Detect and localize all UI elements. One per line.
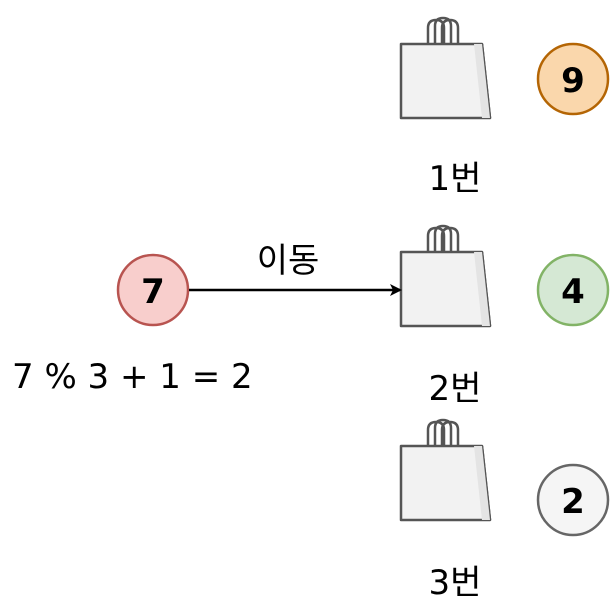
bag-3-label: 3번 <box>429 563 482 603</box>
bag-3-ball <box>536 463 610 537</box>
shopping-bag-icon <box>399 418 492 522</box>
bag-2-ball-value: 4 <box>561 272 585 312</box>
arrow-label: 이동 <box>257 241 320 281</box>
bag-1-ball <box>536 42 610 116</box>
bag-1 <box>399 16 492 120</box>
shopping-bag-icon <box>399 16 492 120</box>
bag-3 <box>399 418 492 522</box>
bag-1-ball-value: 9 <box>561 61 585 101</box>
bag-3-ball-value: 2 <box>561 482 585 522</box>
bag-2-label: 2번 <box>429 369 482 409</box>
bag-2-ball <box>536 253 610 327</box>
bag-2 <box>399 224 492 328</box>
source-ball <box>116 253 190 327</box>
formula-text: 7 % 3 + 1 = 2 <box>12 357 253 397</box>
source-ball-value: 7 <box>141 272 165 312</box>
shopping-bag-icon <box>399 224 492 328</box>
bag-1-label: 1번 <box>429 159 482 199</box>
